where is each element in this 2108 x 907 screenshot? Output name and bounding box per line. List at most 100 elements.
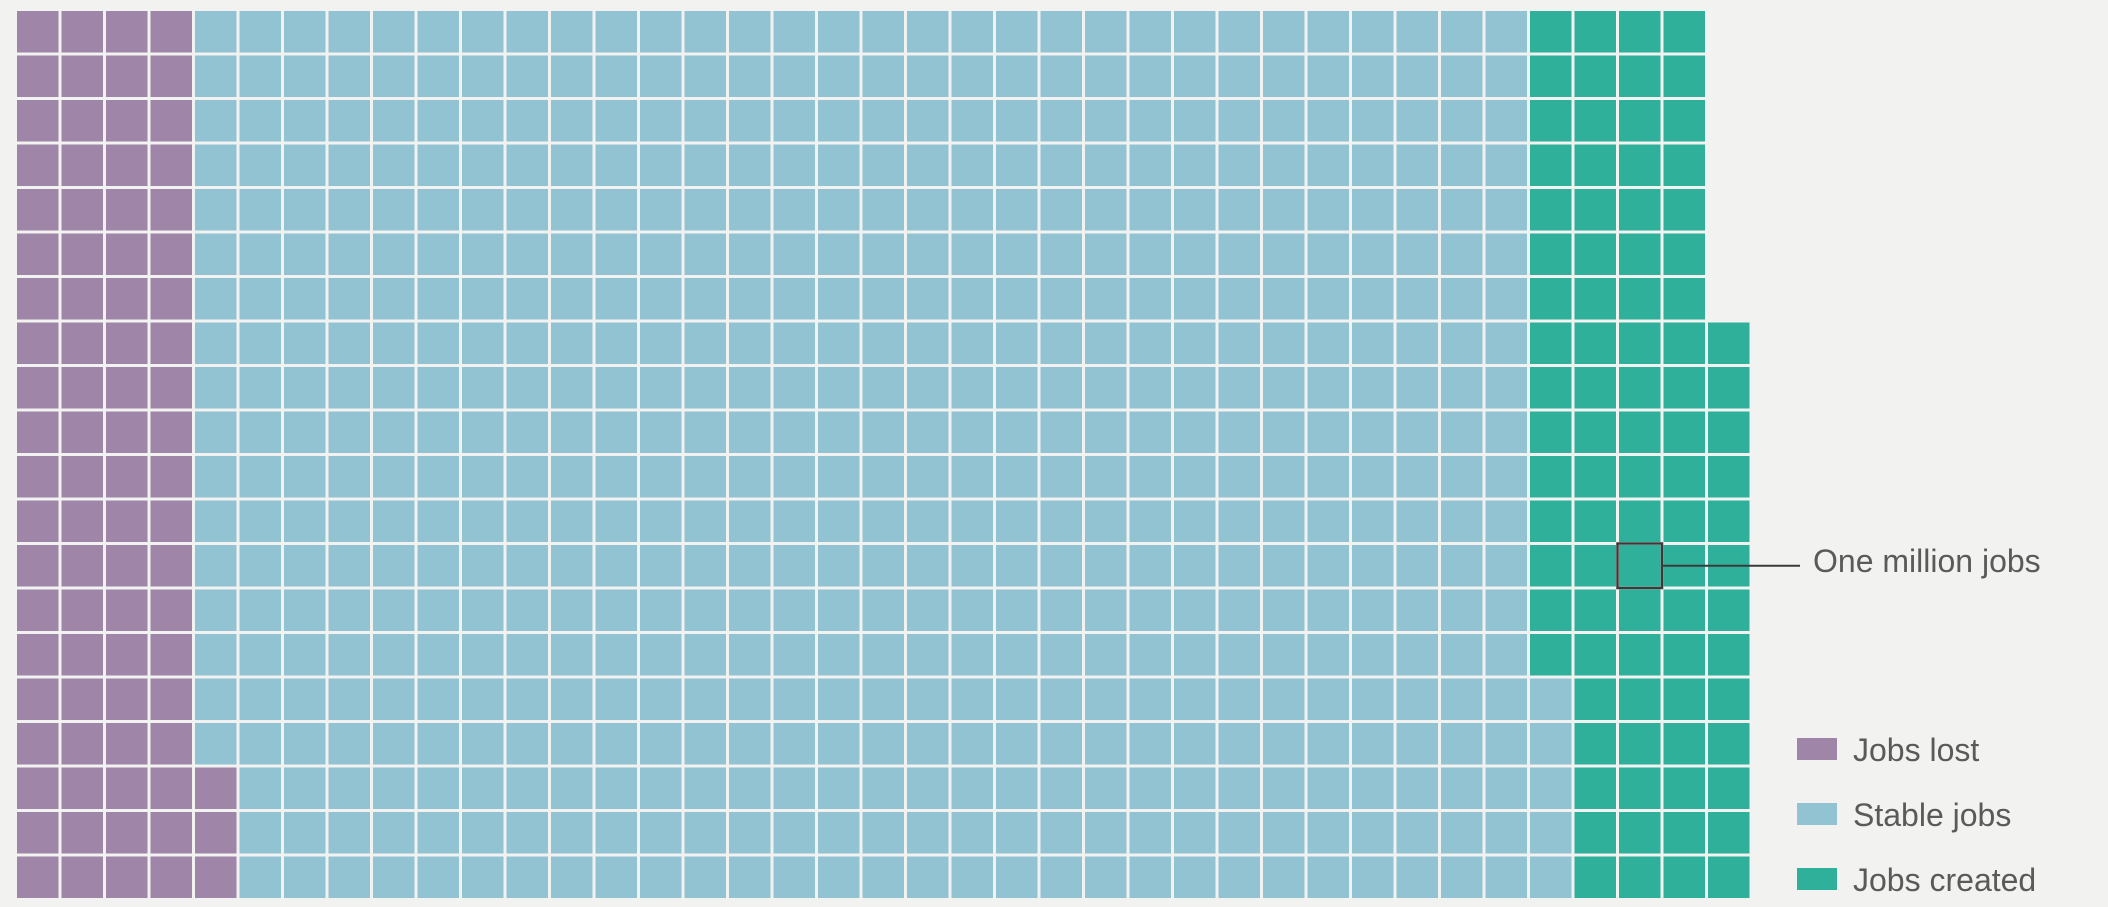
waffle-cell-jobs-lost [61,856,103,898]
waffle-cell-stable-jobs [862,545,904,587]
waffle-cell-stable-jobs [907,278,949,320]
waffle-cell-stable-jobs [1218,856,1260,898]
waffle-cell-jobs-lost [17,545,59,587]
waffle-cell-stable-jobs [640,678,682,720]
waffle-cell-stable-jobs [951,144,993,186]
waffle-cell-stable-jobs [951,100,993,142]
waffle-cell-jobs-created [1619,278,1661,320]
waffle-cell-stable-jobs [1441,322,1483,364]
waffle-cell-stable-jobs [1441,456,1483,498]
waffle-cell-stable-jobs [1485,723,1527,765]
waffle-cell-jobs-created [1619,55,1661,97]
annotation-label: One million jobs [1813,543,2041,579]
waffle-cell-stable-jobs [951,456,993,498]
waffle-cell-stable-jobs [640,500,682,542]
waffle-cell-stable-jobs [1085,278,1127,320]
waffle-cell-stable-jobs [1218,11,1260,53]
waffle-cell-stable-jobs [506,456,548,498]
waffle-cell-stable-jobs [284,367,326,409]
waffle-cell-jobs-created [1530,589,1572,631]
waffle-cell-stable-jobs [1352,500,1394,542]
legend-label-jobs-created: Jobs created [1853,862,2036,898]
waffle-cell-jobs-created [1619,767,1661,809]
waffle-cell-jobs-lost [150,723,192,765]
waffle-cell-jobs-created [1574,411,1616,453]
waffle-cell-stable-jobs [284,189,326,231]
waffle-cell-stable-jobs [1218,144,1260,186]
waffle-cell-stable-jobs [1485,11,1527,53]
waffle-cell-stable-jobs [1485,634,1527,676]
waffle-cell-stable-jobs [506,55,548,97]
waffle-cell-jobs-lost [17,55,59,97]
waffle-cell-jobs-created [1619,500,1661,542]
waffle-cell-jobs-created [1708,456,1750,498]
waffle-cell-stable-jobs [1263,278,1305,320]
waffle-cell-jobs-created [1530,100,1572,142]
waffle-cell-stable-jobs [907,856,949,898]
waffle-cell-jobs-lost [61,322,103,364]
waffle-cell-stable-jobs [862,55,904,97]
waffle-cell-stable-jobs [462,55,504,97]
waffle-cell-stable-jobs [1129,500,1171,542]
waffle-cell-stable-jobs [862,278,904,320]
waffle-cell-jobs-created [1619,144,1661,186]
waffle-cell-stable-jobs [1307,456,1349,498]
waffle-cell-stable-jobs [328,856,370,898]
waffle-cell-stable-jobs [462,100,504,142]
waffle-cell-stable-jobs [684,144,726,186]
waffle-cell-stable-jobs [1396,144,1438,186]
waffle-cell-jobs-created [1708,589,1750,631]
waffle-cell-stable-jobs [1485,367,1527,409]
waffle-cell-stable-jobs [1040,144,1082,186]
waffle-cell-stable-jobs [551,278,593,320]
waffle-cell-stable-jobs [1085,545,1127,587]
waffle-cell-stable-jobs [1218,812,1260,854]
waffle-cell-jobs-lost [61,767,103,809]
waffle-cell-stable-jobs [195,723,237,765]
waffle-cell-stable-jobs [1040,678,1082,720]
waffle-cell-jobs-lost [150,144,192,186]
waffle-cell-stable-jobs [818,812,860,854]
waffle-cell-stable-jobs [684,634,726,676]
waffle-cell-stable-jobs [773,55,815,97]
waffle-cell-stable-jobs [1040,100,1082,142]
waffle-cell-jobs-created [1708,322,1750,364]
waffle-cell-stable-jobs [1174,189,1216,231]
waffle-cell-stable-jobs [506,144,548,186]
waffle-cell-stable-jobs [729,411,771,453]
waffle-cell-stable-jobs [1085,189,1127,231]
waffle-cell-jobs-lost [61,678,103,720]
waffle-cell-stable-jobs [684,233,726,275]
waffle-cell-stable-jobs [1441,11,1483,53]
waffle-cell-stable-jobs [907,189,949,231]
waffle-cell-stable-jobs [239,189,281,231]
waffle-cell-stable-jobs [1441,100,1483,142]
waffle-cell-stable-jobs [595,634,637,676]
waffle-cell-stable-jobs [1218,55,1260,97]
waffle-cell-stable-jobs [862,456,904,498]
waffle-cell-stable-jobs [1485,189,1527,231]
waffle-cell-stable-jobs [818,144,860,186]
waffle-cell-stable-jobs [1129,55,1171,97]
waffle-cell-stable-jobs [1396,367,1438,409]
waffle-cell-stable-jobs [1396,322,1438,364]
waffle-cell-jobs-created [1619,812,1661,854]
waffle-cell-stable-jobs [1396,233,1438,275]
waffle-cell-stable-jobs [1441,411,1483,453]
waffle-cell-stable-jobs [1085,233,1127,275]
waffle-cell-stable-jobs [818,233,860,275]
waffle-cell-stable-jobs [1307,278,1349,320]
waffle-cell-stable-jobs [1263,767,1305,809]
waffle-cell-jobs-lost [61,144,103,186]
waffle-cell-stable-jobs [773,589,815,631]
waffle-cell-jobs-lost [150,189,192,231]
waffle-cell-stable-jobs [1174,411,1216,453]
waffle-cell-jobs-created [1574,456,1616,498]
waffle-cell-stable-jobs [684,500,726,542]
waffle-cell-stable-jobs [996,634,1038,676]
waffle-cell-stable-jobs [640,189,682,231]
waffle-cell-stable-jobs [462,411,504,453]
waffle-cell-stable-jobs [818,322,860,364]
waffle-cell-stable-jobs [284,233,326,275]
